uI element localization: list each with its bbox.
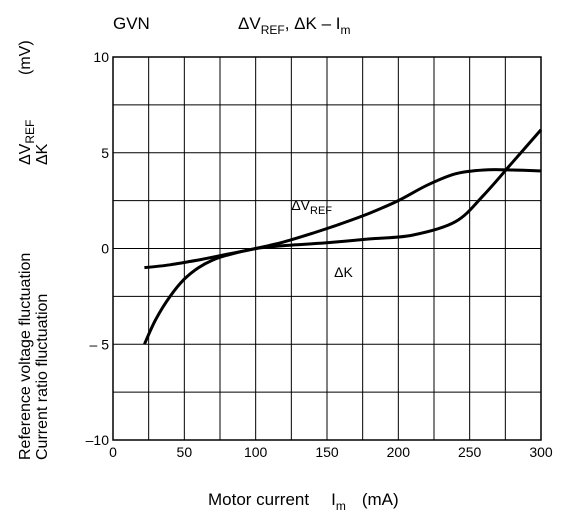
annotations: ΔVREF ΔK <box>291 197 353 280</box>
chart-title: ΔVREF, ΔK – Im <box>238 14 350 37</box>
x-label-main: Motor current <box>208 490 309 509</box>
x-tick-label: 250 <box>458 444 482 460</box>
title-sub1: REF <box>261 23 285 37</box>
y-axis-title-line1: Reference voltage fluctuation <box>17 253 34 460</box>
plot-frame <box>112 56 542 441</box>
y-sym1-sub: REF <box>23 120 37 144</box>
part-number: GVN <box>113 14 150 33</box>
y-sym1-main: ΔV <box>17 143 34 165</box>
svg-text:Reference voltage fluctuation: Reference voltage fluctuation <box>17 253 34 460</box>
y-tick-label: 10 <box>93 49 109 65</box>
svg-text:ΔK: ΔK <box>34 143 51 165</box>
x-axis-label: Motor current Im (mA) <box>208 490 399 513</box>
series-group <box>143 128 543 345</box>
svg-text:(mV): (mV) <box>17 40 34 75</box>
x-tick-label: 0 <box>109 444 117 460</box>
y-tick-label: 0 <box>101 241 109 257</box>
annotation-label: ΔVREF <box>291 197 332 217</box>
y-axis-unit: (mV) <box>17 40 34 75</box>
x-tick-label: 200 <box>387 444 411 460</box>
y-axis-symbol2: ΔK <box>34 143 51 165</box>
svg-text:Current ratio fluctuation: Current ratio fluctuation <box>34 294 51 460</box>
x-tick-label: 100 <box>244 444 268 460</box>
x-tick-label: 150 <box>315 444 339 460</box>
svg-text:ΔVREF: ΔVREF <box>17 120 37 165</box>
title-main: ΔV <box>238 14 261 33</box>
y-tick-label: –10 <box>86 432 110 448</box>
series-vref-line <box>144 168 542 270</box>
title-sub2: m <box>340 23 350 37</box>
annotation-label: ΔK <box>334 264 353 280</box>
grid <box>112 56 542 441</box>
y-tick-label: – 5 <box>90 336 110 352</box>
series-dk-line <box>143 128 543 345</box>
x-label-sub: m <box>336 499 346 513</box>
y-axis-symbol1: ΔVREF <box>17 120 37 165</box>
y-tick-label: 5 <box>101 145 109 161</box>
title-mid: , ΔK – I <box>285 14 341 33</box>
x-tick-label: 50 <box>177 444 193 460</box>
x-tick-label: 300 <box>529 444 553 460</box>
x-label-unit: (mA) <box>362 490 399 509</box>
x-label-sym: I <box>331 490 336 509</box>
y-axis-title-line2: Current ratio fluctuation <box>34 294 51 460</box>
